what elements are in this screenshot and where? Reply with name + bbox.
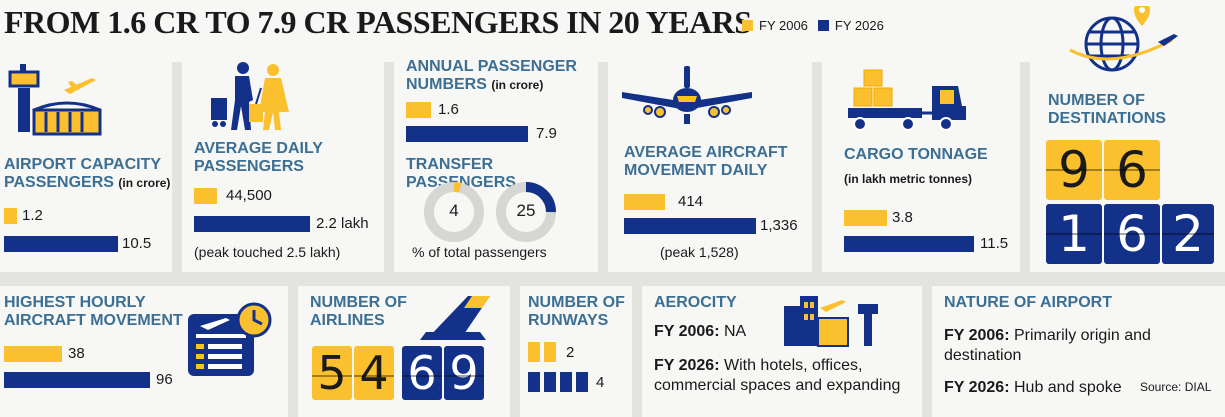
legend-swatch-fy2006 — [742, 20, 753, 31]
col-divider — [922, 286, 932, 417]
destinations-digit-2026: 1 — [1046, 204, 1102, 264]
aerocity-fy2026: FY 2026: With hotels, offices, commercia… — [654, 357, 901, 394]
annual-bar-2006 — [406, 102, 431, 118]
transfer-note: % of total passengers — [412, 244, 547, 260]
transfer-value-2006: 4 — [449, 201, 459, 220]
runway-block — [544, 342, 556, 362]
col-divider — [288, 286, 298, 417]
hourly-bar-2026 — [4, 372, 150, 388]
runway-block — [560, 372, 572, 392]
jet-icon — [622, 66, 752, 124]
col-divider — [598, 62, 608, 272]
destinations-heading: NUMBER OF DESTINATIONS — [1048, 92, 1166, 127]
cargo-bar-2006 — [844, 210, 887, 226]
runway-block — [528, 372, 540, 392]
transfer-value-2026: 25 — [516, 201, 536, 220]
annual-value-2026: 7.9 — [536, 125, 557, 142]
movement-note: (peak 1,528) — [660, 244, 739, 260]
runway-block — [528, 342, 540, 362]
destinations-digit-2026: 6 — [1104, 204, 1160, 264]
nature-fy2006: FY 2006: Primarily origin and destinatio… — [944, 327, 1151, 364]
aerocity-fy2006: FY 2006: NA — [654, 323, 747, 340]
capacity-value-2026: 10.5 — [122, 235, 152, 252]
col-divider — [172, 62, 182, 272]
col-divider — [1020, 62, 1030, 272]
tail-fin-icon — [420, 296, 490, 340]
movement-value-2006: 414 — [678, 193, 704, 210]
cargo-truck-icon — [848, 69, 966, 131]
aerocity-heading: AEROCITY — [654, 294, 737, 311]
globe-icon — [1069, 6, 1178, 72]
daily-value-2006: 44,500 — [226, 187, 272, 204]
transfer-donut-2006 — [424, 182, 484, 242]
page-title: FROM 1.6 CR TO 7.9 CR PASSENGERS IN 20 Y… — [4, 4, 752, 40]
airlines-digit-2026: 6 — [402, 346, 442, 400]
cargo-unit: (in lakh metric tonnes) — [844, 172, 973, 186]
hourly-heading: HIGHEST HOURLY AIRCRAFT MOVEMENT — [4, 294, 183, 329]
runways-blocks-2006 — [528, 342, 556, 362]
legend: FY 2006 FY 2026 — [742, 18, 884, 33]
movement-heading: AVERAGE AIRCRAFT MOVEMENT DAILY — [624, 144, 788, 179]
legend-label-fy2006: FY 2006 — [759, 18, 808, 33]
runways-heading: NUMBER OF RUNWAYS — [528, 294, 625, 329]
runways-value-2026: 4 — [596, 374, 605, 391]
destinations-digit-2026: 2 — [1162, 204, 1214, 264]
movement-bar-2006 — [624, 194, 665, 210]
col-divider — [632, 286, 642, 417]
runways-blocks-2026 — [528, 372, 588, 392]
runway-block — [576, 372, 588, 392]
capacity-bar-2026 — [4, 236, 118, 252]
daily-note: (peak touched 2.5 lakh) — [194, 244, 341, 260]
transfer-heading: TRANSFER PASSENGERS — [406, 156, 516, 191]
daily-bar-2026 — [194, 216, 310, 232]
capacity-heading: AIRPORT CAPACITY PASSENGERS (in crore) — [4, 156, 171, 191]
travellers-icon — [211, 62, 289, 130]
control-tower-icon — [8, 64, 102, 136]
row-divider — [0, 272, 1225, 286]
capacity-value-2006: 1.2 — [22, 207, 43, 224]
col-divider — [384, 62, 394, 272]
hourly-bar-2006 — [4, 346, 62, 362]
airlines-digit-2006: 5 — [312, 346, 352, 400]
cargo-bar-2026 — [844, 236, 974, 252]
movement-value-2026: 1,336 — [760, 217, 798, 234]
annual-bar-2026 — [406, 126, 528, 142]
nature-heading: NATURE OF AIRPORT — [944, 294, 1112, 311]
boarding-pass-icon — [188, 302, 272, 376]
annual-value-2006: 1.6 — [438, 101, 459, 118]
airlines-digit-2006: 4 — [354, 346, 394, 400]
movement-bar-2026 — [624, 218, 756, 234]
daily-bar-2006 — [194, 188, 217, 204]
hourly-value-2026: 96 — [156, 371, 173, 388]
airlines-digit-2026: 9 — [444, 346, 484, 400]
cargo-value-2026: 11.5 — [980, 235, 1009, 252]
hourly-value-2006: 38 — [68, 345, 85, 362]
cargo-value-2006: 3.8 — [892, 209, 913, 226]
col-divider — [812, 62, 822, 272]
airlines-heading: NUMBER OF AIRLINES — [310, 294, 407, 329]
capacity-bar-2006 — [4, 208, 17, 224]
col-divider — [510, 286, 520, 417]
source-note: Source: DIAL — [1140, 380, 1212, 394]
annual-heading: ANNUAL PASSENGER NUMBERS (in crore) — [406, 58, 577, 93]
legend-label-fy2026: FY 2026 — [834, 18, 884, 33]
runway-block — [544, 372, 556, 392]
destinations-digit-2006: 6 — [1104, 140, 1160, 200]
nature-fy2026: FY 2026: Hub and spoke — [944, 379, 1122, 396]
destinations-digit-2006: 9 — [1046, 140, 1102, 200]
transfer-donut-2026 — [496, 182, 556, 242]
daily-value-2026: 2.2 lakh — [316, 215, 369, 232]
runways-value-2006: 2 — [566, 344, 575, 361]
legend-swatch-fy2026 — [817, 20, 829, 31]
city-icon — [784, 296, 878, 347]
cargo-heading: CARGO TONNAGE — [844, 146, 988, 163]
daily-passengers-heading: AVERAGE DAILY PASSENGERS — [194, 140, 323, 175]
